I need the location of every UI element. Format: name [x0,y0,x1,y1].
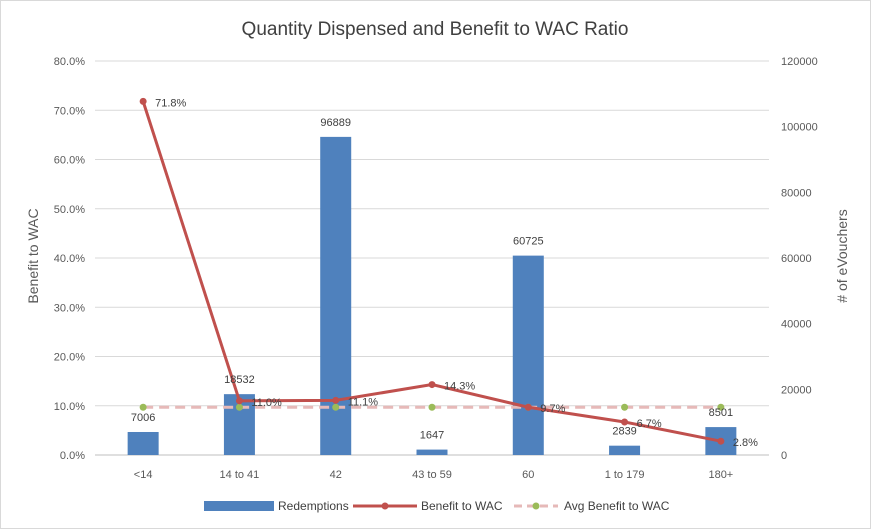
legend-label: Benefit to WAC [421,499,503,513]
benefit-value-label: 9.7% [540,403,565,415]
benefit-value-label: 2.8% [733,437,758,449]
bar-value-label: 18532 [224,374,255,386]
benefit-value-label: 6.7% [637,418,662,430]
benefit-point [332,396,340,404]
left-tick-label: 40.0% [54,253,85,265]
avg-benefit-point [717,403,725,411]
category-label: 60 [522,469,534,481]
left-tick-label: 70.0% [54,105,85,117]
legend: Redemptions Benefit to WAC Avg Benefit to … [204,499,670,513]
redemptions-bar [512,255,544,455]
right-tick-label: 80000 [781,187,812,199]
bar-value-label: 60725 [513,236,544,248]
category-label: 43 to 59 [412,469,452,481]
benefit-point [621,418,629,426]
bar-value-label: 7006 [131,412,155,424]
right-tick-label: 20000 [781,384,812,396]
avg-benefit-point [235,403,243,411]
legend-marker-avg [532,502,540,510]
left-tick-label: 10.0% [54,401,85,413]
data-labels: 7006 18532 96889 1647 60725 2839 8501 71.8% 11.0… [131,97,758,449]
legend-label: Redemptions [278,499,349,513]
benefit-point [428,381,436,389]
right-tick-label: 40000 [781,319,812,331]
category-label: 42 [330,469,342,481]
left-axis-label: Benefit to WAC [25,208,41,303]
avg-benefit-point [428,403,436,411]
category-label: 1 to 179 [605,469,645,481]
left-tick-label: 50.0% [54,204,85,216]
bar-value-label: 8501 [709,407,733,419]
gridlines [95,60,769,456]
category-label: <14 [134,469,153,481]
redemptions-bar [609,445,641,455]
legend-swatch-redemptions [204,501,274,511]
benefit-value-label: 71.8% [155,97,186,109]
benefit-value-label: 11.0% [251,397,282,409]
right-axis-ticks: 0 20000 40000 60000 80000 100000 120000 [781,56,818,462]
left-tick-label: 60.0% [54,155,85,167]
benefit-line [139,97,725,445]
benefit-point [524,403,532,411]
left-tick-label: 0.0% [60,450,85,462]
category-axis-ticks: <14 14 to 41 42 43 to 59 60 1 to 179 180+ [134,469,733,481]
right-tick-label: 120000 [781,56,818,68]
avg-benefit-point [139,403,147,411]
avg-benefit-point [621,403,629,411]
category-label: 180+ [708,469,733,481]
benefit-value-label: 14.3% [444,381,475,393]
benefit-value-label: 11.1% [348,396,379,408]
bar-value-label: 1647 [420,430,444,442]
benefit-point [235,397,243,405]
chart-title: Quantity Dispensed and Benefit to WAC Ra… [242,19,629,40]
bar-value-label: 96889 [320,117,351,129]
left-axis-ticks: 0.0% 10.0% 20.0% 30.0% 40.0% 50.0% 60.0% 70.0% 8… [54,56,85,462]
right-tick-label: 100000 [781,122,818,134]
redemptions-bar [127,431,159,455]
redemptions-bar [416,449,448,455]
right-tick-label: 0 [781,450,787,462]
bar-value-label: 2839 [612,426,636,438]
redemptions-bars [127,136,737,456]
avg-benefit-point [332,403,340,411]
benefit-point [139,97,147,105]
left-tick-label: 20.0% [54,352,85,364]
right-axis-label: # of eVouchers [834,209,850,302]
avg-benefit-line [139,403,725,411]
right-tick-label: 60000 [781,253,812,265]
benefit-series-line [141,100,722,443]
category-label: 14 to 41 [220,469,260,481]
benefit-point [717,437,725,445]
legend-label: Avg Benefit to WAC [564,499,670,513]
left-tick-label: 80.0% [54,56,85,68]
left-tick-label: 30.0% [54,302,85,314]
legend-marker-benefit [381,502,389,510]
